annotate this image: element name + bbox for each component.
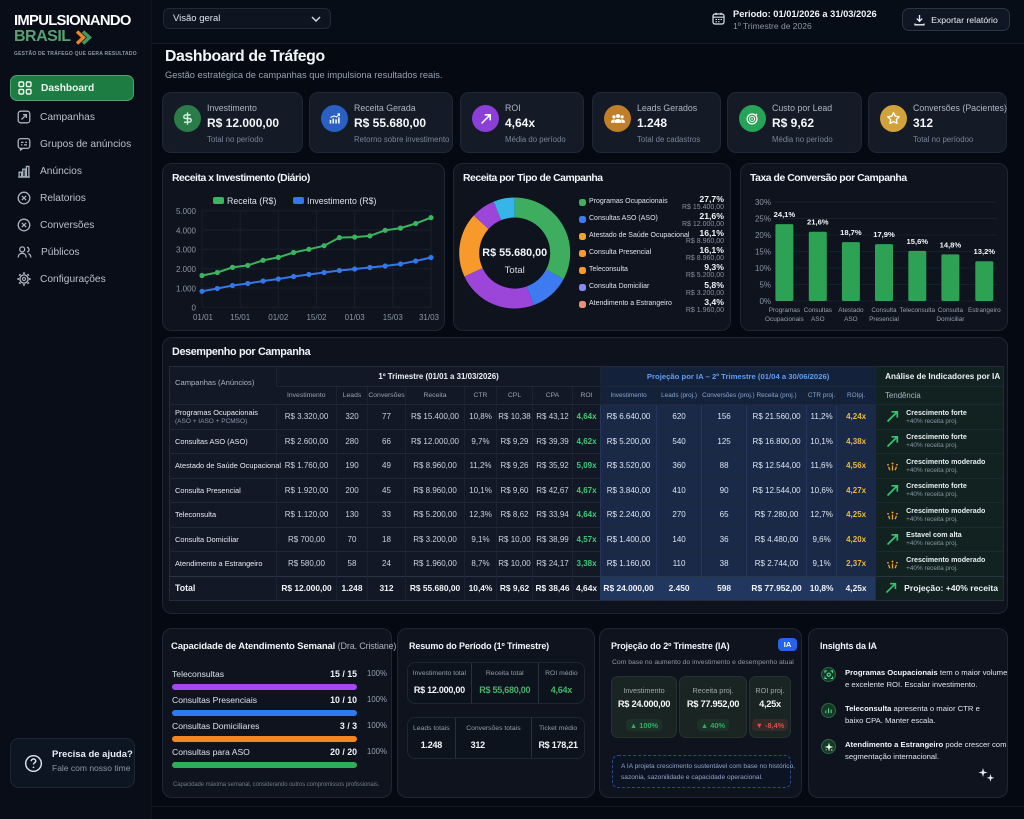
svg-text:24,1%: 24,1% — [774, 210, 796, 219]
svg-text:Presencial: Presencial — [869, 316, 899, 323]
svg-text:0: 0 — [192, 304, 197, 313]
svg-text:Domiciliar: Domiciliar — [936, 316, 965, 323]
svg-text:Consulta: Consulta — [938, 307, 964, 314]
svg-text:Ocupacionais: Ocupacionais — [765, 316, 804, 323]
svg-text:5%: 5% — [759, 281, 771, 290]
svg-text:0%: 0% — [759, 297, 771, 306]
svg-text:3.000: 3.000 — [176, 246, 197, 255]
svg-text:4.000: 4.000 — [176, 226, 197, 235]
svg-text:15%: 15% — [755, 248, 771, 257]
svg-text:15/02: 15/02 — [306, 313, 327, 322]
svg-text:31/03: 31/03 — [419, 313, 440, 322]
svg-text:Consultas: Consultas — [804, 307, 832, 314]
svg-text:15/03: 15/03 — [383, 313, 404, 322]
svg-text:5.000: 5.000 — [176, 207, 197, 216]
svg-text:Teleconsulta: Teleconsulta — [900, 307, 936, 314]
svg-text:01/01: 01/01 — [193, 313, 214, 322]
svg-text:Total: Total — [505, 265, 525, 276]
svg-text:15,6%: 15,6% — [907, 237, 929, 246]
svg-text:ASO: ASO — [811, 316, 825, 323]
svg-text:Atestado: Atestado — [838, 307, 864, 314]
svg-text:21,6%: 21,6% — [807, 218, 829, 227]
svg-text:30%: 30% — [755, 198, 771, 207]
svg-text:01/03: 01/03 — [345, 313, 366, 322]
svg-text:Programas: Programas — [769, 307, 800, 314]
svg-text:17,9%: 17,9% — [873, 230, 895, 239]
svg-text:18,7%: 18,7% — [840, 228, 862, 237]
svg-text:ASO: ASO — [844, 316, 858, 323]
svg-text:14,8%: 14,8% — [940, 240, 962, 249]
svg-text:15/01: 15/01 — [230, 313, 251, 322]
svg-text:20%: 20% — [755, 231, 771, 240]
svg-text:Consulta: Consulta — [871, 307, 897, 314]
svg-text:10%: 10% — [755, 264, 771, 273]
svg-text:2.000: 2.000 — [176, 265, 197, 274]
svg-text:Estrangeiro: Estrangeiro — [968, 307, 1001, 314]
svg-text:13,2%: 13,2% — [974, 247, 996, 256]
svg-text:Receita (R$): Receita (R$) — [227, 196, 276, 206]
svg-text:1.000: 1.000 — [176, 284, 197, 293]
svg-text:R$ 55.680,00: R$ 55.680,00 — [482, 247, 547, 259]
svg-text:25%: 25% — [755, 215, 771, 224]
svg-text:Investimento (R$): Investimento (R$) — [307, 196, 376, 206]
svg-text:01/02: 01/02 — [268, 313, 289, 322]
